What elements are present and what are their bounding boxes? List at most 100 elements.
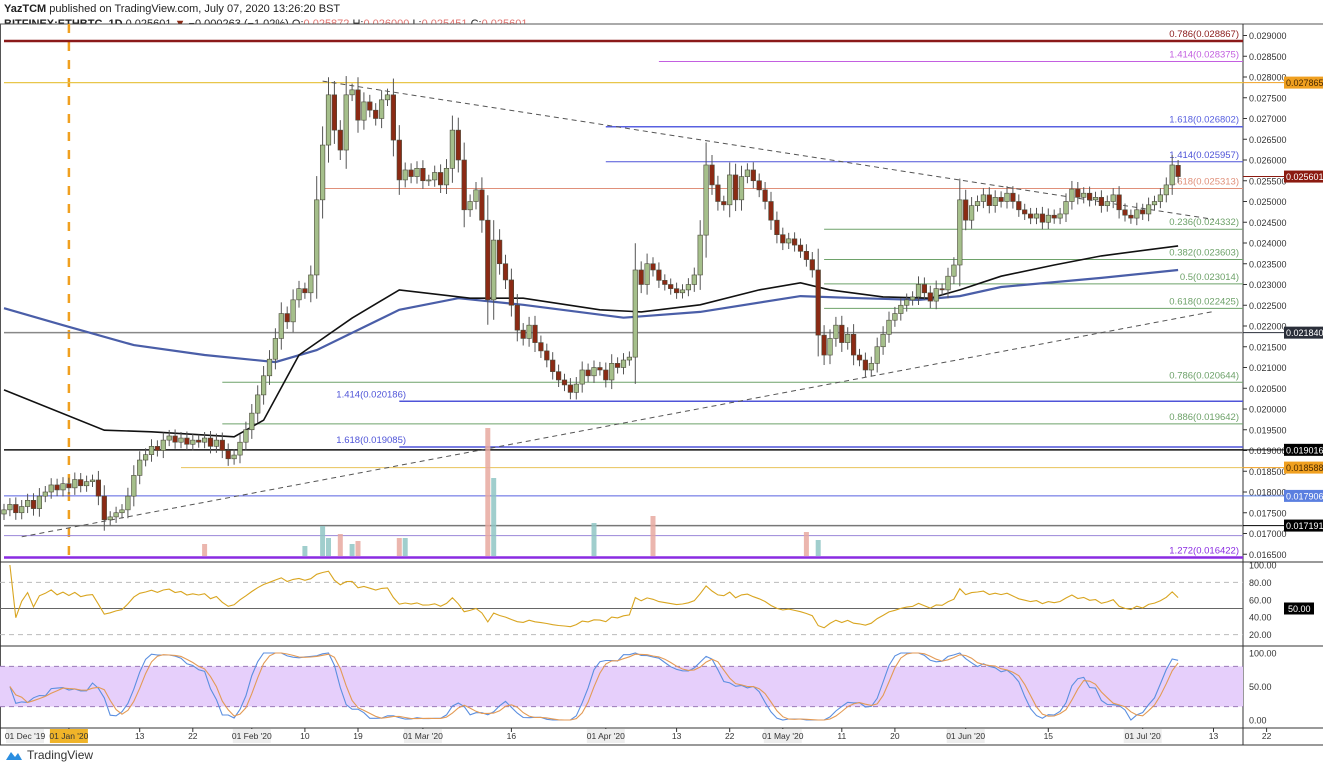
volume-bar [337, 534, 343, 556]
candle-body [980, 194, 986, 202]
candle [1128, 209, 1134, 224]
price-tick-label: 0.019000 [1249, 446, 1287, 456]
tradingview-logo[interactable]: TradingView [4, 748, 93, 762]
candle [609, 354, 615, 390]
fib-level-label: 0.618(0.025313) [1169, 177, 1239, 188]
candle [561, 373, 568, 392]
candle [243, 421, 249, 451]
candle [184, 431, 190, 451]
fib-level-label: 0.786(0.028867) [1169, 29, 1239, 40]
candle-body [113, 512, 119, 518]
candle-body [296, 288, 302, 301]
candle-body [703, 164, 709, 236]
candle-body [378, 99, 385, 119]
time-tick-label: 22 [188, 731, 198, 741]
candle [986, 187, 992, 214]
candle-body [874, 346, 880, 364]
candle [30, 493, 37, 516]
candle [202, 432, 208, 449]
candle [278, 302, 284, 350]
candle [750, 162, 756, 189]
candle [1, 503, 7, 521]
rsi-line [9, 564, 1179, 629]
fib-level-label: 0.886(0.019642) [1169, 412, 1239, 423]
candle-body [951, 264, 957, 277]
price-tick-label: 0.017000 [1249, 529, 1287, 539]
candle-body [614, 363, 621, 368]
time-tick-label: 01 Jan '20 [49, 731, 88, 741]
candle-body [1016, 201, 1022, 211]
candle-body [974, 201, 981, 206]
candle [426, 174, 432, 186]
candle-body [408, 169, 414, 177]
trendline [21, 310, 1214, 538]
time-tick-label: 13 [672, 731, 682, 741]
candle-body [573, 383, 579, 393]
candle-body [426, 179, 432, 182]
candle [1110, 188, 1116, 209]
candle [443, 159, 450, 195]
candle [1063, 193, 1069, 223]
candle-body [1146, 204, 1152, 215]
candle-body [809, 259, 815, 271]
candle [107, 511, 113, 526]
candle [585, 363, 591, 383]
candle [697, 220, 703, 290]
price-tick-label: 0.027500 [1249, 93, 1287, 103]
time-tick-label: 20 [890, 731, 900, 741]
candle-body [337, 129, 343, 151]
candle-body [532, 324, 538, 343]
candle [42, 485, 48, 503]
candle [703, 142, 709, 258]
candle-body [78, 479, 84, 487]
candle-body [567, 384, 573, 393]
candle [319, 126, 326, 219]
price-tick-label: 0.020000 [1249, 405, 1287, 415]
candle [662, 274, 668, 291]
candle [355, 77, 361, 133]
candle-body [390, 94, 397, 141]
candle [143, 448, 149, 467]
candle-body [1128, 214, 1134, 219]
candle [384, 88, 391, 107]
candle [349, 83, 355, 102]
price-tag-background [1284, 461, 1323, 474]
fib-level-label: 0.786(0.020644) [1169, 370, 1239, 381]
price-tick-label: 0.024000 [1249, 239, 1287, 249]
price-tag-label: 0.017906 [1286, 491, 1323, 501]
candle-body [1081, 192, 1087, 198]
candle [95, 470, 101, 506]
candle-body [868, 363, 874, 371]
candle-body [662, 280, 668, 285]
price-chart[interactable]: 0.786(0.028867) 1.414(0.028375) 1.618(0.02… [0, 0, 1323, 748]
candle [786, 232, 792, 250]
candle-body [544, 350, 550, 361]
candle-body [1039, 213, 1045, 223]
candle-body [998, 197, 1004, 202]
candle-body [727, 174, 733, 206]
candle [378, 90, 385, 129]
time-tick-label: 13 [1209, 731, 1219, 741]
price-tag-background [1284, 326, 1323, 339]
fib-level-label: 1.414(0.028375) [1169, 49, 1239, 60]
candle-body [184, 437, 190, 445]
candle-body [36, 495, 42, 509]
candle [437, 164, 444, 193]
price-tick-label: 0.017500 [1249, 508, 1287, 518]
rsi-tick-label: 20.00 [1249, 630, 1272, 640]
candle-body [178, 437, 184, 443]
candle [54, 478, 60, 497]
candle-body [54, 484, 60, 491]
candle-body [1045, 214, 1051, 223]
candle-body [1051, 214, 1057, 219]
candle-body [278, 313, 284, 339]
candle-body [579, 369, 585, 385]
candle-body [1004, 192, 1010, 202]
candle [473, 181, 479, 210]
publisher[interactable]: YazTCM [4, 3, 47, 15]
candle-body [1110, 194, 1116, 202]
candle [237, 434, 243, 464]
candle [821, 325, 827, 366]
price-tick-label: 0.023000 [1249, 280, 1287, 290]
candle-body [1, 509, 7, 515]
